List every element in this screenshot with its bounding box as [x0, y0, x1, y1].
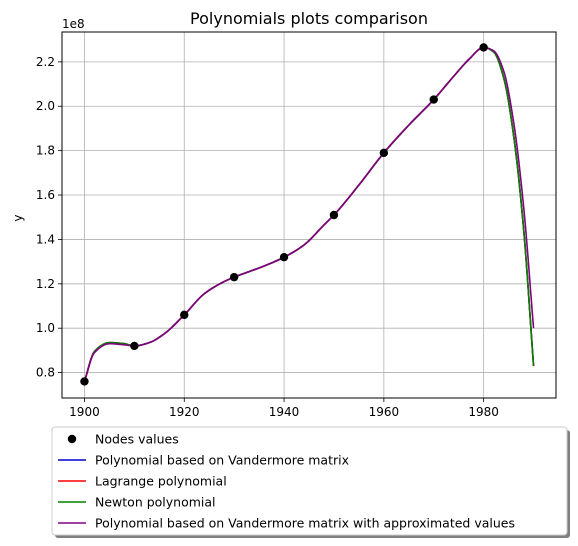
- y-tick-label: 1.6: [36, 188, 55, 202]
- legend-box: [51, 426, 568, 536]
- legend: Nodes values Polynomial based on Vandermo…: [51, 426, 570, 538]
- node-point: [180, 310, 189, 320]
- node-point: [429, 95, 438, 104]
- legend-label: Nodes values: [95, 432, 179, 447]
- plot-area: [62, 32, 556, 398]
- y-tick-label: 1.4: [36, 232, 55, 246]
- node-point: [229, 272, 239, 282]
- legend-label: Polynomial based on Vandermore matrix wi…: [95, 516, 515, 531]
- y-axis-ticks: 0.8 1.0 1.2 1.4 1.6 1.8 2.0 2.2: [36, 55, 62, 380]
- y-tick-label: 1.2: [36, 277, 55, 291]
- plot-frame: [61, 31, 557, 399]
- y-tick-label: 1.8: [36, 144, 55, 158]
- x-tick-label: 1900: [69, 405, 100, 419]
- node-point: [279, 252, 289, 262]
- x-tick-label: 1960: [369, 405, 400, 419]
- node-point: [80, 377, 89, 386]
- x-tick-label: 1920: [169, 405, 200, 419]
- node-point: [479, 43, 488, 52]
- y-offset-label: 1e8: [62, 17, 85, 31]
- y-tick-label: 0.8: [36, 366, 55, 380]
- x-tick-label: 1980: [468, 405, 499, 419]
- x-tick-label: 1940: [269, 405, 300, 419]
- y-tick-label: 1.0: [36, 321, 55, 335]
- y-axis-label: y: [11, 214, 25, 221]
- legend-marker: [67, 434, 77, 444]
- nodes-layer: [80, 43, 488, 386]
- node-point: [130, 341, 139, 351]
- node-point: [379, 148, 389, 158]
- legend-label: Polynomial based on Vandermore matrix: [95, 453, 349, 468]
- grid: [62, 32, 556, 398]
- chart-title: Polynomials plots comparison: [190, 9, 428, 28]
- node-point: [329, 210, 339, 220]
- x-axis-ticks: 1900 1920 1940 1960 1980: [69, 398, 499, 419]
- legend-label: Lagrange polynomial: [95, 474, 227, 489]
- legend-label: Newton polynomial: [95, 495, 216, 510]
- y-tick-label: 2.0: [36, 99, 55, 113]
- y-tick-label: 2.2: [36, 55, 55, 69]
